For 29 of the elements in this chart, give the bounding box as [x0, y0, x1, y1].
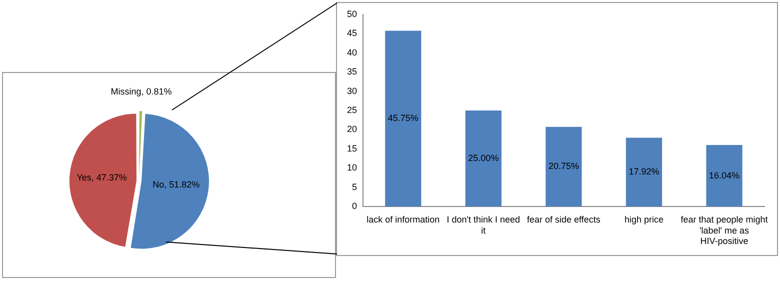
- slice-label: Yes, 47.37%: [76, 172, 127, 182]
- bar: [465, 110, 502, 207]
- y-tick-label: 50: [346, 8, 358, 19]
- bar: [706, 144, 742, 207]
- y-tick-label: 45: [346, 28, 358, 38]
- slice-label: Missing, 0.81%: [110, 86, 172, 97]
- x-tick-label: fear of side effects: [527, 214, 601, 224]
- x-tick-label: I don't think I need it: [446, 214, 520, 236]
- bar: [385, 30, 422, 207]
- y-tick-label: 5: [352, 182, 358, 192]
- y-tick-label: 40: [346, 47, 358, 58]
- y-tick-label: 20: [346, 124, 358, 134]
- y-tick-label: 15: [346, 143, 358, 154]
- y-tick-label: 25: [346, 104, 358, 115]
- data-label: 20.75%: [548, 161, 579, 172]
- x-tick-label: lack of information: [366, 214, 440, 224]
- x-tick-label: fear that people might 'label' me as HIV-positive: [680, 214, 768, 246]
- data-label: 45.75%: [388, 113, 418, 124]
- y-tick-label: 10: [346, 162, 358, 173]
- data-label: 17.92%: [628, 166, 660, 177]
- x-tick-label: high price: [624, 214, 664, 224]
- y-tick-label: 30: [346, 86, 358, 96]
- slice-label: No, 51.82%: [152, 180, 200, 190]
- bar: [546, 126, 582, 207]
- bar: [626, 138, 662, 207]
- y-tick-label: 0: [352, 201, 358, 212]
- data-label: 25.00%: [468, 153, 499, 164]
- data-label: 16.04%: [709, 170, 740, 180]
- y-tick-label: 35: [346, 66, 358, 77]
